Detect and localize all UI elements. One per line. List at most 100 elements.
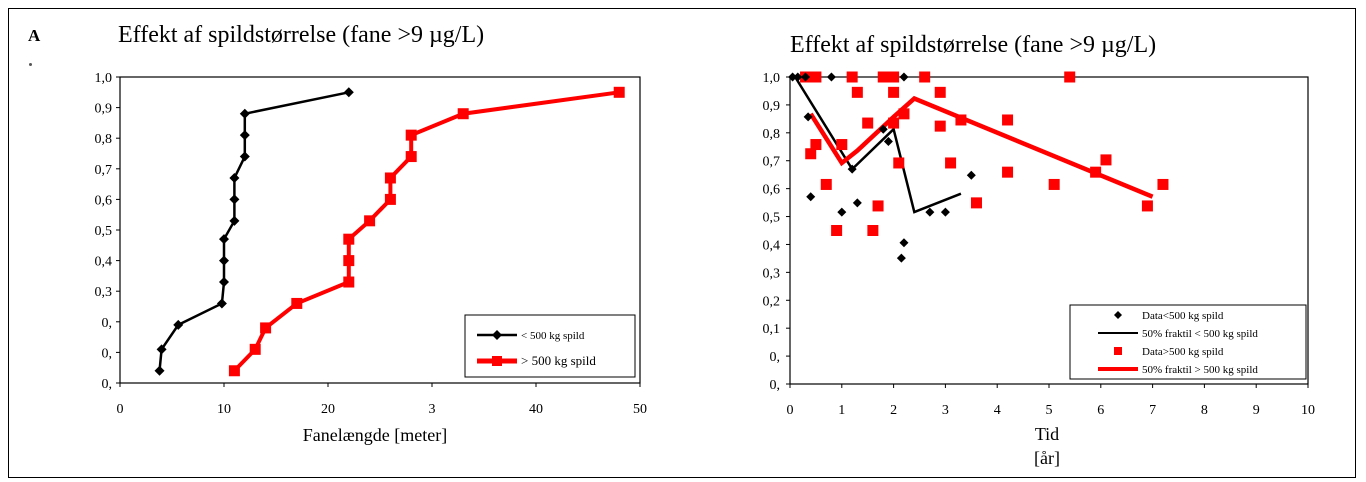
data-point xyxy=(966,170,976,180)
legend-label: Data<500 kg spild xyxy=(1142,310,1224,322)
data-point xyxy=(806,192,816,202)
data-point xyxy=(154,365,165,376)
y-tick-label: 0,5 xyxy=(95,224,113,239)
data-point xyxy=(219,234,229,245)
x-axis-unit: [år] xyxy=(1034,448,1060,468)
data-point xyxy=(883,136,893,146)
x-tick-label: 0 xyxy=(787,403,794,418)
series-line xyxy=(794,76,962,214)
data-point xyxy=(877,71,889,83)
data-point xyxy=(970,197,982,209)
y-tick-label: 1,0 xyxy=(95,71,113,86)
legend-label: > 500 kg spild xyxy=(521,353,596,368)
data-point xyxy=(229,215,240,226)
data-point xyxy=(1157,178,1169,190)
data-point xyxy=(1090,166,1102,178)
data-point xyxy=(219,255,229,266)
data-point xyxy=(343,255,355,267)
figure-frame xyxy=(8,8,1356,478)
data-point xyxy=(945,157,957,169)
x-axis-label: Tid xyxy=(1035,424,1059,444)
legend-swatch-marker xyxy=(492,330,502,340)
y-tick-label: 0,3 xyxy=(763,266,781,281)
data-point xyxy=(228,365,240,377)
x-tick-label: 40 xyxy=(529,402,543,417)
data-point xyxy=(934,86,946,98)
data-point xyxy=(801,72,811,82)
data-point xyxy=(793,72,803,82)
data-point xyxy=(239,151,250,162)
data-point xyxy=(457,108,469,120)
data-point xyxy=(249,343,261,355)
chart-1-title: Effekt af spildstørrelse (fane >9 µg/L) xyxy=(118,22,485,48)
data-point xyxy=(888,86,900,98)
chart-1: 1,0 0,9 0,8 0,7 0,6 0,5 0,4 0,3 0, 0, 0, 0 10 20 3 40 50… xyxy=(95,71,648,445)
legend-swatch-marker xyxy=(1114,347,1122,355)
data-point xyxy=(219,277,229,288)
x-tick-label: 3 xyxy=(942,403,949,418)
y-tick-label: 0,9 xyxy=(763,99,781,114)
legend-swatch-marker xyxy=(492,356,502,366)
data-point xyxy=(831,225,843,236)
x-tick-label: 9 xyxy=(1253,403,1260,418)
chart-2-title: Effekt af spildstørrelse (fane >9 µg/L) xyxy=(790,32,1157,58)
y-tick-label: 1,0 xyxy=(763,71,781,86)
y-tick-label: 0, xyxy=(770,378,781,393)
x-tick-label: 1 xyxy=(838,403,845,418)
data-point xyxy=(1100,154,1112,166)
data-point xyxy=(384,172,396,184)
data-point xyxy=(803,112,813,122)
data-point xyxy=(384,193,396,205)
data-point xyxy=(1141,200,1153,212)
legend-label: 50% fraktil < 500 kg spild xyxy=(1142,328,1258,340)
data-point xyxy=(1002,166,1014,178)
data-point xyxy=(893,157,905,169)
y-tick-label: 0,7 xyxy=(763,155,781,170)
data-point xyxy=(810,139,822,151)
y-tick-label: 0, xyxy=(102,316,113,331)
data-point xyxy=(852,198,862,208)
panel-letter: A xyxy=(28,26,41,45)
data-point xyxy=(613,86,625,98)
data-point xyxy=(896,253,906,263)
data-point xyxy=(239,130,250,141)
y-tick-label: 0,1 xyxy=(763,322,781,337)
data-point xyxy=(239,108,250,119)
y-tick-label: 0,4 xyxy=(763,238,781,253)
data-point xyxy=(173,319,184,330)
data-point xyxy=(1064,71,1076,83)
data-point xyxy=(405,129,417,141)
data-point xyxy=(878,124,888,134)
data-point xyxy=(837,207,847,217)
y-tick-label: 0, xyxy=(102,377,113,392)
data-point xyxy=(788,72,798,82)
x-tick-label: 4 xyxy=(994,403,1001,418)
data-point xyxy=(851,86,863,98)
data-point xyxy=(805,148,817,160)
y-tick-label: 0,2 xyxy=(763,294,781,309)
data-point xyxy=(826,72,836,82)
data-point xyxy=(291,297,303,309)
series-line xyxy=(158,91,350,371)
y-tick-label: 0,7 xyxy=(95,163,113,178)
x-tick-label: 50 xyxy=(633,402,647,417)
data-point xyxy=(836,139,848,151)
chart-2: 1,0 0,9 0,8 0,7 0,6 0,5 0,4 0,3 0,2 0,1 0, 0, 0 1 2 3 4 5… xyxy=(763,71,1316,468)
data-point xyxy=(899,72,909,82)
y-tick-label: 0,3 xyxy=(95,285,113,300)
data-point xyxy=(343,276,355,288)
x-tick-label: 8 xyxy=(1201,403,1208,418)
legend-label: < 500 kg spild xyxy=(521,330,585,342)
data-point xyxy=(919,71,931,83)
panel-dot-mark xyxy=(29,63,32,66)
data-point xyxy=(847,164,857,174)
data-point xyxy=(955,114,967,126)
series-line xyxy=(808,95,1154,199)
x-tick-label: 2 xyxy=(890,403,897,418)
legend-label: Data>500 kg spild xyxy=(1142,346,1224,358)
data-point xyxy=(846,71,858,83)
y-tick-label: 0,8 xyxy=(763,127,781,142)
data-point xyxy=(260,322,272,334)
legend-label: 50% fraktil > 500 kg spild xyxy=(1142,364,1258,376)
